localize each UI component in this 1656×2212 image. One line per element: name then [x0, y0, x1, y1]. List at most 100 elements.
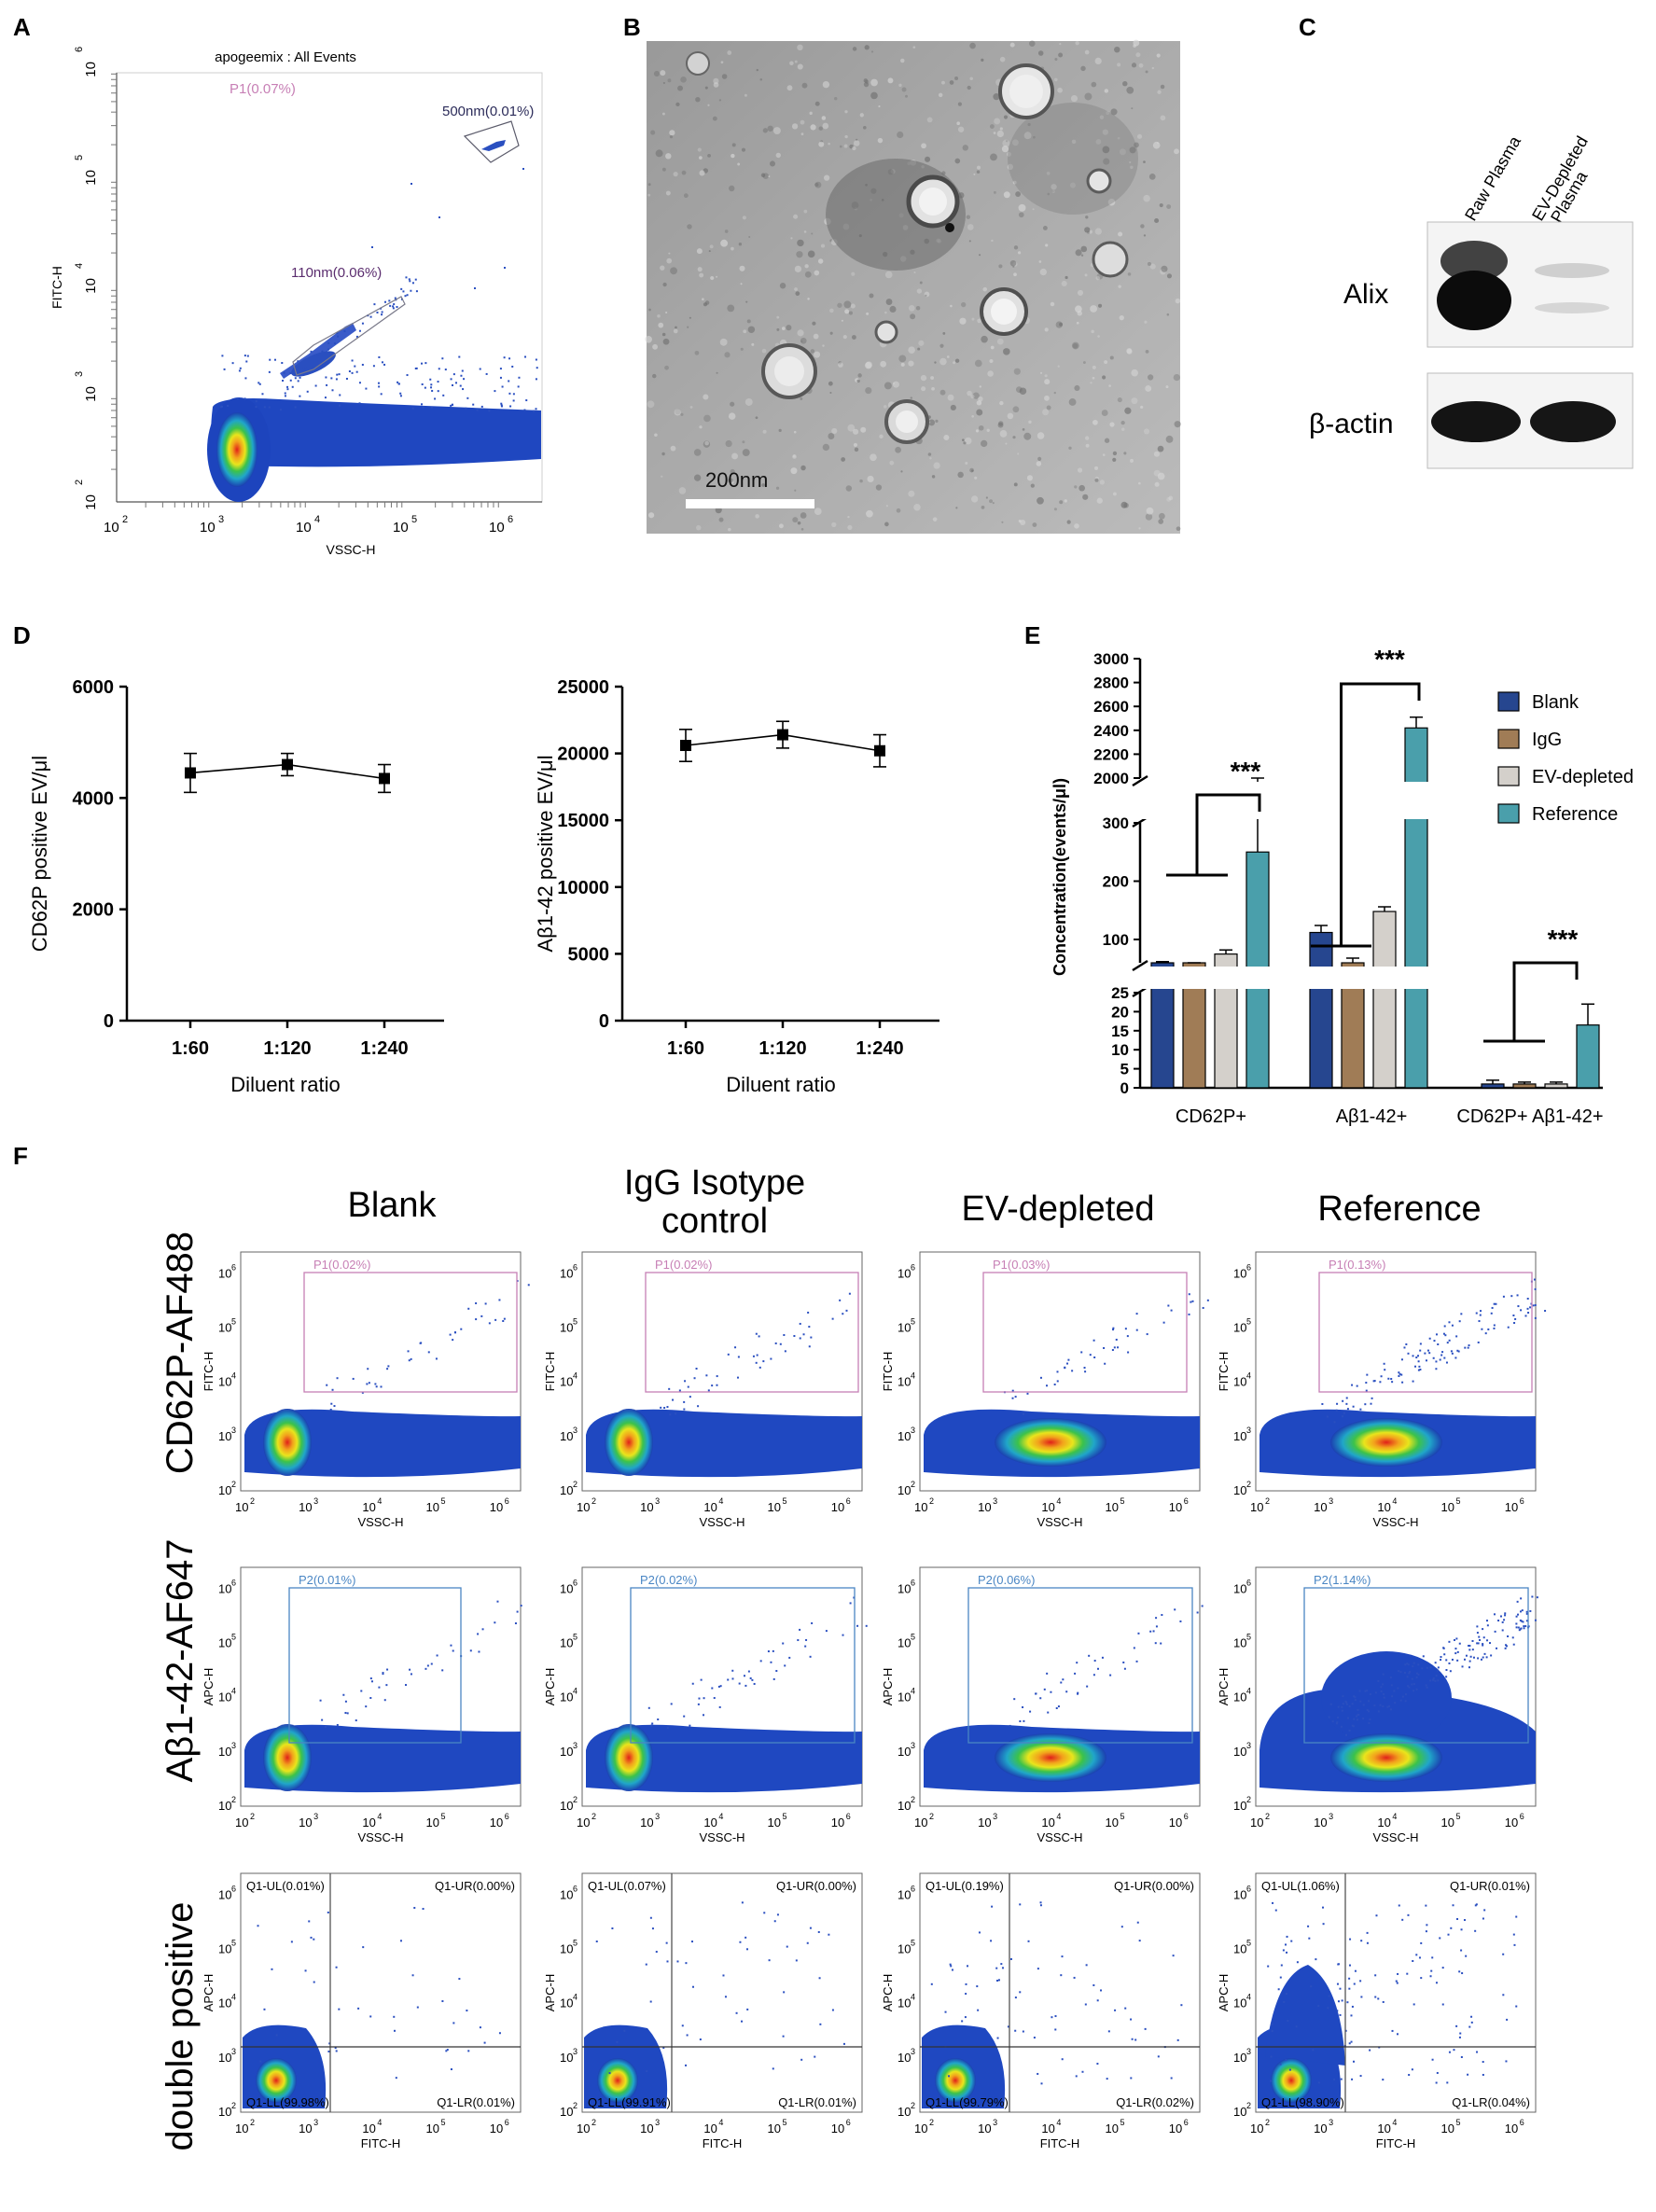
event-dot — [747, 1670, 750, 1673]
event-dot — [1337, 1963, 1340, 1966]
event-dot — [263, 2008, 266, 2010]
event-dot — [1512, 1933, 1515, 1936]
event-dot — [1419, 1349, 1422, 1352]
event-dot — [1366, 1941, 1369, 1944]
event-dot — [1109, 1674, 1112, 1676]
event-dot — [458, 355, 461, 358]
event-dot — [1057, 1705, 1060, 1708]
event-dot — [1431, 1956, 1434, 1959]
y-tick-exp: 2 — [573, 1795, 578, 1804]
y-tick-label: 10 — [218, 1375, 231, 1389]
event-dot — [1368, 1710, 1371, 1713]
event-dot — [385, 1684, 388, 1687]
event-dot — [339, 404, 341, 407]
x-axis-label: VSSC-H — [1037, 1515, 1082, 1529]
y-tick-exp: 4 — [1246, 1687, 1251, 1696]
event-dot — [1404, 1663, 1407, 1666]
gate-label-p1: P1(0.07%) — [230, 81, 296, 97]
event-dot — [316, 354, 319, 356]
event-dot — [683, 1400, 686, 1403]
event-dot — [1056, 1370, 1059, 1373]
event-dot — [848, 1292, 851, 1295]
x-axis-label: Diluent ratio — [726, 1073, 835, 1096]
event-dot — [1377, 1710, 1380, 1713]
event-dot — [223, 368, 226, 370]
event-dot — [1430, 1969, 1433, 1972]
event-dot — [378, 1686, 381, 1689]
event-dot — [500, 405, 503, 408]
panel-a-ytick-exp: 5 — [74, 155, 85, 160]
event-dot — [1277, 1988, 1280, 1991]
y-tick-label: 10 — [1233, 1941, 1246, 1955]
event-dot — [755, 1332, 758, 1335]
event-dot — [475, 1318, 478, 1321]
event-dot — [1369, 2049, 1371, 2052]
event-dot — [707, 1389, 710, 1392]
event-dot — [380, 1385, 383, 1388]
event-dot — [331, 389, 334, 392]
event-dot — [452, 373, 455, 376]
event-dot — [1369, 1718, 1371, 1720]
event-dot — [1111, 1349, 1114, 1352]
x-tick-exp: 4 — [718, 2118, 723, 2127]
event-dot — [1366, 1709, 1369, 1712]
significance-bracket — [1483, 961, 1579, 1043]
event-dot — [675, 1412, 677, 1415]
y-tick-label: 10 — [560, 1581, 573, 1595]
event-dot — [1460, 2055, 1463, 2058]
event-dot — [445, 2050, 448, 2052]
y-tick-label: 10 — [898, 1429, 911, 1443]
event-dot — [1496, 1647, 1498, 1649]
event-dot — [404, 295, 407, 298]
event-dot — [1453, 1638, 1455, 1641]
event-dot — [1406, 1676, 1409, 1678]
x-tick-exp: 2 — [591, 2118, 596, 2127]
event-dot — [1493, 1613, 1496, 1616]
event-dot — [1390, 1708, 1393, 1711]
event-dot — [1403, 1346, 1406, 1349]
event-dot — [405, 1684, 408, 1687]
gate-label: P1(0.03%) — [993, 1258, 1050, 1272]
event-dot — [1084, 2003, 1087, 2006]
event-dot — [1479, 1638, 1482, 1641]
event-dot — [810, 1336, 813, 1339]
event-dot — [1359, 2075, 1362, 2078]
x-tick-label: 10 — [1169, 2122, 1182, 2135]
event-dot — [1351, 1703, 1354, 1705]
event-dot — [1124, 2007, 1127, 2010]
event-dot — [1135, 1660, 1138, 1662]
y-axis-label: FITC-H — [1217, 1352, 1231, 1392]
event-dot — [1446, 2081, 1449, 2084]
x-tick-exp: 6 — [505, 1812, 509, 1821]
event-dot — [1515, 1622, 1518, 1625]
event-dot — [1009, 1957, 1012, 1960]
event-dot — [1336, 1982, 1339, 1985]
x-tick-exp: 6 — [1520, 1496, 1524, 1506]
panel-a-xtick-exp: 5 — [411, 514, 417, 525]
y-tick-exp: 3 — [911, 2047, 915, 2056]
event-dot — [1054, 2015, 1057, 2018]
y-tick-exp: 4 — [231, 1371, 236, 1381]
flow-plot: 10 210 210 310 310 410 410 510 510 610 6VSSC-HFITC… — [202, 1251, 530, 1529]
event-dot — [1482, 1917, 1484, 1920]
data-point — [185, 767, 196, 779]
event-dot — [397, 383, 400, 385]
x-tick-exp: 3 — [655, 2118, 660, 2127]
event-dot — [1033, 2037, 1036, 2039]
event-dot — [1348, 2042, 1351, 2045]
x-tick-label: 10 — [1106, 1500, 1119, 1514]
event-dot — [1529, 1609, 1532, 1612]
x-tick-label: 10 — [362, 1500, 375, 1514]
event-dot — [1425, 1684, 1427, 1687]
event-dot — [523, 409, 526, 411]
event-dot — [616, 2040, 619, 2043]
x-tick-label: 10 — [1441, 2122, 1454, 2135]
y-tick-label: 10 — [218, 1266, 231, 1280]
event-dot — [257, 1925, 259, 1927]
quadrant-ur: Q1-UR(0.00%) — [1114, 1879, 1194, 1893]
event-dot — [1412, 1690, 1415, 1692]
event-dot — [479, 368, 481, 370]
event-dot — [678, 1389, 681, 1392]
event-dot — [1504, 1614, 1507, 1617]
